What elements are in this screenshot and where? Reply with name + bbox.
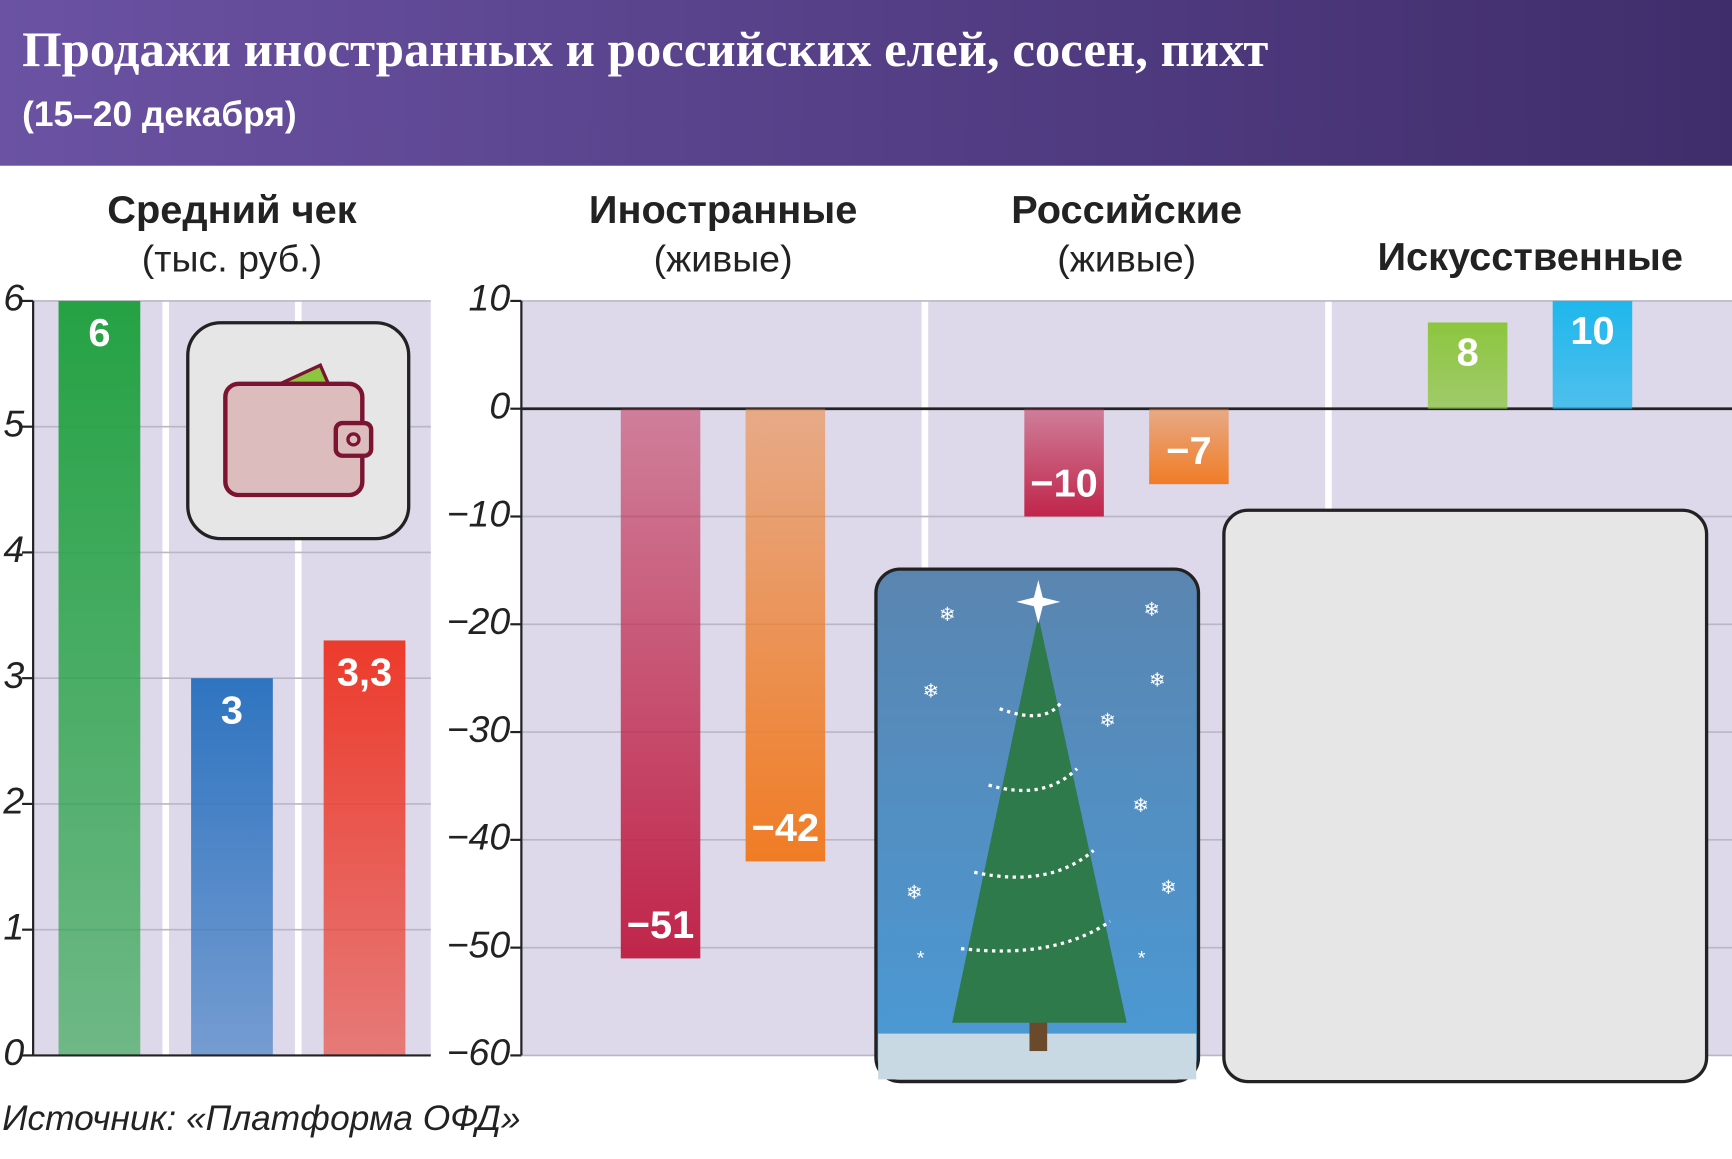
- bar: [745, 408, 826, 862]
- y-tick-label: 2: [2, 780, 24, 822]
- legend-box: [1222, 508, 1709, 1084]
- svg-text:❄: ❄: [1132, 795, 1149, 817]
- svg-text:❄: ❄: [1149, 670, 1166, 692]
- y-tick-label: 5: [3, 403, 24, 445]
- category-title: Искусственные: [1377, 235, 1683, 279]
- bar: [323, 640, 406, 1056]
- y-tick-label: −20: [447, 600, 511, 642]
- panel-subtitle: (тыс. руб.): [142, 238, 322, 280]
- category-title: Иностранные: [589, 188, 857, 232]
- y-tick-label: 0: [489, 385, 510, 427]
- bar: [1149, 408, 1229, 485]
- y-tick-label: −10: [447, 493, 511, 535]
- panel-title: Средний чек: [107, 188, 357, 232]
- subtitle: (15–20 декабря): [22, 95, 297, 134]
- title: Продажи иностранных и российских елей, с…: [22, 21, 1268, 77]
- value-label: 3: [221, 689, 243, 733]
- svg-text:❄: ❄: [1143, 599, 1160, 621]
- bar: [1552, 300, 1633, 409]
- svg-text:*: *: [1138, 948, 1146, 970]
- y-tick-label: 10: [469, 277, 511, 319]
- category-title: Российские: [1011, 188, 1242, 232]
- tree-picture: ❄ ❄ ❄ ❄ ❄ ❄ ❄ ❄ * *: [874, 567, 1201, 1084]
- svg-text:*: *: [917, 948, 925, 970]
- bar: [1427, 322, 1508, 409]
- bar: [1024, 408, 1104, 517]
- y-tick-label: 3: [3, 654, 24, 696]
- svg-text:❄: ❄: [939, 604, 956, 626]
- bar: [620, 408, 701, 959]
- source: Источник: «Платформа ОФД»: [2, 1099, 520, 1138]
- y-tick-label: −30: [447, 708, 511, 750]
- value-label: 6: [88, 311, 110, 355]
- category-note: (живые): [1057, 238, 1196, 280]
- bar: [58, 300, 141, 1056]
- y-tick-label: −50: [447, 924, 511, 966]
- wallet-icon: [186, 321, 411, 541]
- category-note: (живые): [654, 238, 793, 280]
- y-tick-label: 4: [3, 528, 24, 570]
- value-label: −51: [627, 903, 694, 947]
- value-label: 10: [1570, 309, 1614, 353]
- value-label: −10: [1030, 462, 1097, 506]
- value-label: −7: [1166, 429, 1211, 473]
- y-tick-label: −40: [447, 816, 511, 858]
- y-tick-label: 1: [3, 906, 24, 948]
- value-label: −42: [752, 806, 819, 850]
- bar: [191, 678, 273, 1056]
- svg-text:❄: ❄: [906, 882, 923, 904]
- y-tick-label: 6: [3, 277, 24, 319]
- y-tick-label: −60: [447, 1031, 511, 1073]
- value-label: 8: [1457, 331, 1479, 375]
- svg-text:❄: ❄: [922, 681, 939, 703]
- value-label: 3,3: [337, 651, 392, 695]
- svg-text:❄: ❄: [1160, 877, 1177, 899]
- svg-text:❄: ❄: [1099, 710, 1116, 732]
- header-band: [0, 0, 1732, 166]
- y-tick-label: 0: [3, 1031, 24, 1073]
